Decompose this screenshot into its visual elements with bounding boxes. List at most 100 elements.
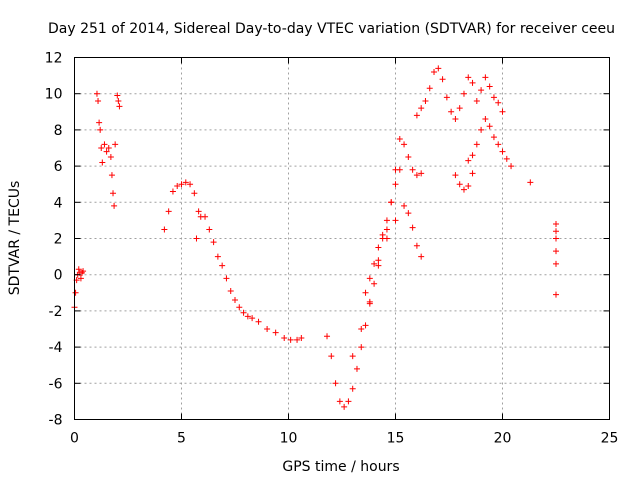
x-axis-label: GPS time / hours <box>282 459 399 475</box>
y-axis-label: SDTVAR / TECUs <box>7 181 23 296</box>
data-point <box>107 154 114 161</box>
data-point <box>72 289 79 296</box>
data-point <box>99 159 106 166</box>
data-point <box>195 208 202 215</box>
data-point <box>287 336 294 343</box>
data-point <box>272 329 279 336</box>
data-series-sdtvar <box>71 65 559 410</box>
data-point <box>469 152 476 159</box>
data-point <box>495 99 502 106</box>
data-point <box>223 275 230 282</box>
data-point <box>486 123 493 130</box>
data-point <box>371 280 378 287</box>
data-point <box>473 141 480 148</box>
y-tick-label: -6 <box>49 376 63 392</box>
axis-ticks <box>74 57 610 420</box>
data-point <box>174 183 181 190</box>
data-point <box>255 318 262 325</box>
data-point <box>77 275 84 282</box>
y-tick-label: 12 <box>45 51 63 67</box>
x-tick-label: 25 <box>601 431 619 447</box>
y-tick-labels: -8 -6 -4 -2 0 2 4 6 8 10 12 <box>45 51 63 429</box>
data-point <box>358 326 365 332</box>
data-point <box>108 172 115 179</box>
data-point <box>362 289 369 296</box>
data-point <box>182 179 189 186</box>
data-point <box>553 291 559 298</box>
data-point <box>553 248 559 255</box>
data-point <box>349 385 356 392</box>
data-point <box>105 145 112 151</box>
data-point <box>486 83 493 90</box>
data-point <box>396 135 403 142</box>
data-point <box>328 353 335 360</box>
data-point <box>236 304 243 311</box>
data-point <box>193 235 200 242</box>
data-point <box>103 148 110 155</box>
data-point <box>388 199 395 206</box>
data-point <box>409 166 416 173</box>
data-point <box>482 74 489 81</box>
x-tick-label: 0 <box>70 431 79 447</box>
y-tick-label: -4 <box>49 340 63 356</box>
data-point <box>98 145 105 151</box>
data-point <box>456 181 463 188</box>
data-point <box>214 253 221 260</box>
data-point <box>396 166 403 173</box>
data-point <box>413 242 420 249</box>
data-point <box>345 398 352 405</box>
data-point <box>111 202 118 209</box>
data-point <box>383 235 390 242</box>
x-tick-labels: 0 5 10 15 20 25 <box>70 431 618 447</box>
data-point <box>452 116 459 123</box>
data-point <box>482 116 489 123</box>
data-point <box>187 181 194 188</box>
data-point <box>165 208 172 215</box>
y-tick-label: 2 <box>54 232 63 248</box>
data-point <box>473 97 480 104</box>
data-point <box>553 228 559 235</box>
data-point <box>499 148 506 155</box>
data-point <box>456 105 463 112</box>
grid-lines <box>74 57 610 420</box>
x-tick-label: 10 <box>280 431 298 447</box>
data-point <box>169 188 176 195</box>
data-point <box>219 262 226 269</box>
data-point <box>553 260 559 267</box>
data-point <box>375 257 382 264</box>
data-point <box>503 155 510 162</box>
data-point <box>97 126 104 133</box>
data-point <box>112 141 119 148</box>
data-point <box>202 213 209 220</box>
y-tick-label: 6 <box>54 159 63 175</box>
data-point <box>191 190 198 197</box>
data-point <box>227 287 234 294</box>
data-point <box>240 309 247 316</box>
data-point <box>110 190 117 197</box>
data-point <box>116 103 123 110</box>
data-point <box>362 322 369 329</box>
y-tick-label: -8 <box>49 413 63 429</box>
data-point <box>490 134 497 141</box>
data-point <box>95 97 102 104</box>
data-point <box>443 94 450 101</box>
data-point <box>114 92 121 99</box>
data-point <box>161 226 168 233</box>
chart-title: Day 251 of 2014, Sidereal Day-to-day VTE… <box>48 21 615 37</box>
data-point <box>80 268 87 275</box>
data-point <box>93 90 100 97</box>
data-point <box>465 183 472 190</box>
data-point <box>210 239 217 246</box>
data-point <box>375 262 382 269</box>
y-tick-label: 0 <box>54 268 63 284</box>
data-point <box>418 170 425 177</box>
data-point <box>448 108 455 115</box>
data-point <box>249 315 256 322</box>
data-point <box>366 298 373 305</box>
data-point <box>422 97 429 104</box>
data-point <box>431 68 438 75</box>
data-point <box>460 186 467 193</box>
data-point <box>478 126 485 133</box>
data-point <box>101 141 108 148</box>
data-point <box>115 97 122 104</box>
